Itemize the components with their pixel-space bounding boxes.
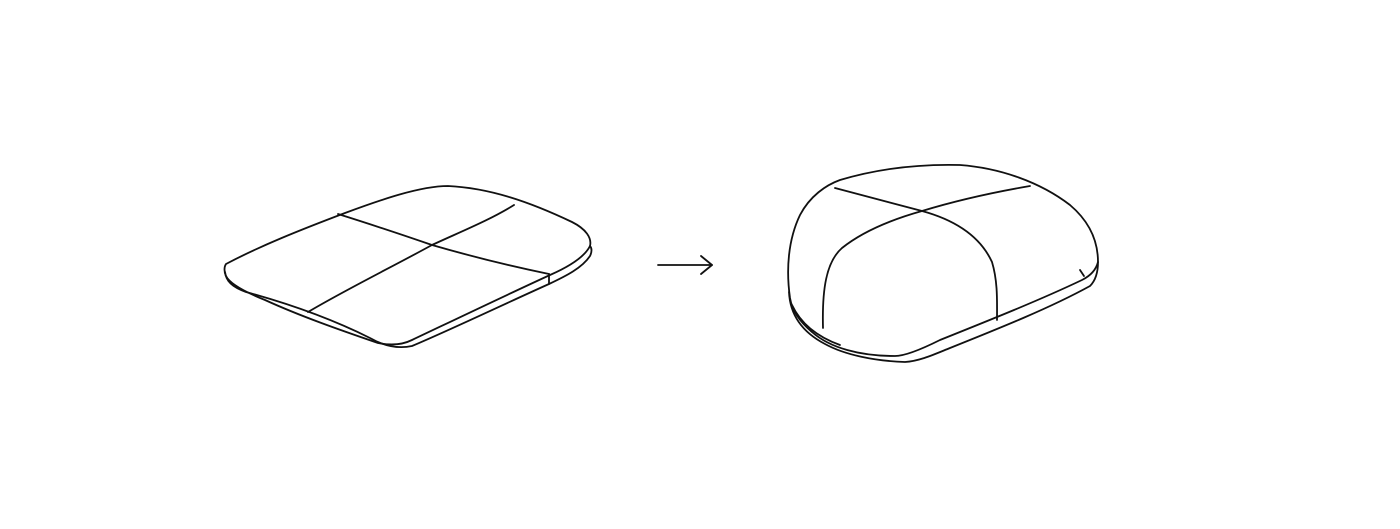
flat-cushion-bottom-edge <box>224 245 593 349</box>
flat-cushion-seam-a <box>337 213 550 275</box>
inflated-cushion-crease <box>1079 269 1085 277</box>
inflated-cushion-base <box>788 261 1099 363</box>
arrow-head <box>700 255 713 275</box>
inflated-cushion-seam-b <box>821 185 1031 329</box>
flat-cushion-seam-b <box>307 204 515 313</box>
inflated-cushion-seam-a <box>834 187 998 321</box>
inflated-cushion-base-inner <box>791 304 841 346</box>
flat-cushion <box>223 185 593 349</box>
inflated-cushion-outline <box>787 163 1099 357</box>
inflated-cushion <box>787 163 1099 363</box>
right-arrow-icon <box>657 255 713 275</box>
flat-cushion-top-outline <box>223 185 592 346</box>
